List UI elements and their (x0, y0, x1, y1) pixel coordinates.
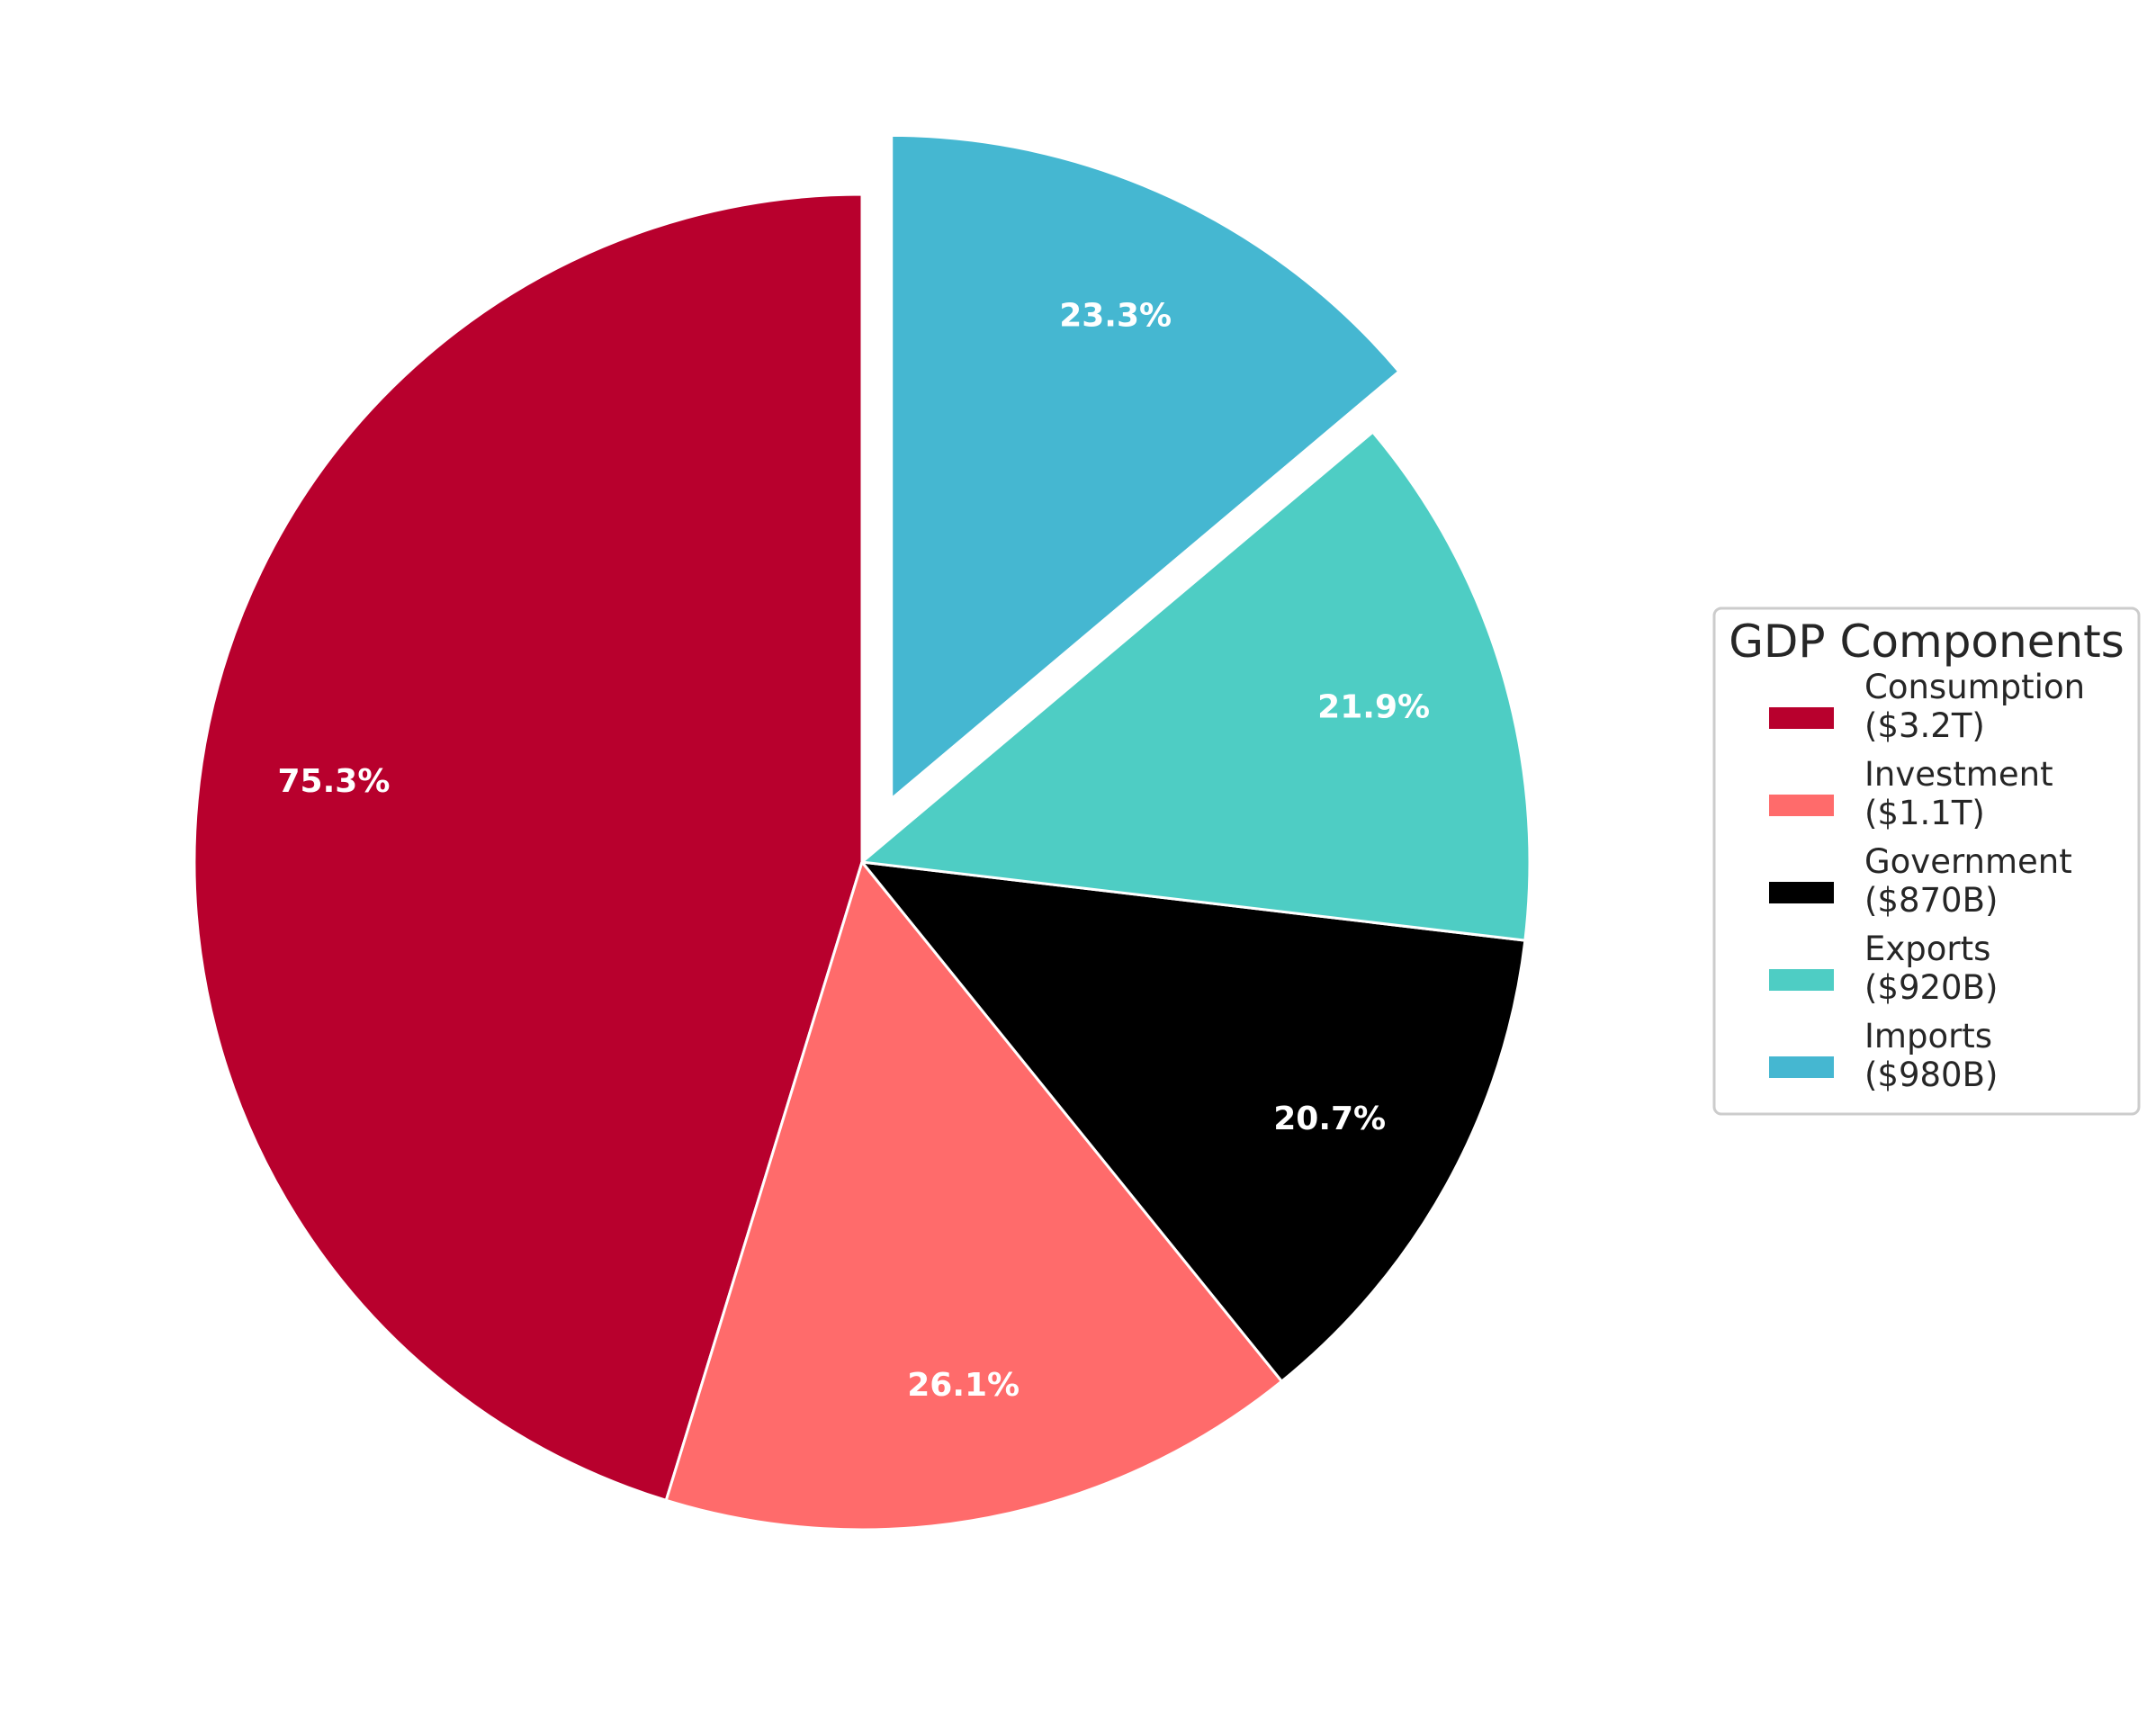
legend-value-consumption: ($3.2T) (1864, 706, 1985, 745)
pie-slice-investment (664, 860, 1283, 1532)
percent-label-exports: 21.9% (1317, 689, 1430, 726)
legend-label-government: Government (1864, 842, 2072, 881)
legend-swatch-government (1769, 882, 1834, 903)
percent-label-government: 20.7% (1273, 1101, 1386, 1137)
legend: GDP Components Consumption($3.2T) Investm… (1712, 606, 2141, 1116)
legend-value-investment: ($1.1T) (1864, 794, 1985, 832)
pie-slice-imports (887, 130, 1404, 804)
legend-label-investment: Investment (1864, 755, 2053, 794)
legend-value-exports: ($920B) (1864, 968, 1998, 1007)
legend-value-imports: ($980B) (1864, 1056, 1998, 1094)
legend-swatch-investment (1769, 795, 1834, 816)
legend-swatch-consumption (1769, 707, 1834, 729)
legend-title: GDP Components (1729, 615, 2125, 668)
legend-swatch-exports (1769, 969, 1834, 991)
legend-value-government: ($870B) (1864, 881, 1998, 920)
pie-slice-exports (860, 430, 1532, 942)
legend-swatch-imports (1769, 1056, 1834, 1078)
legend-label-consumption: Consumption (1864, 668, 2085, 706)
percent-labels: 75.3% 26.1% 20.7% 21.9% 23.3% (278, 298, 1431, 1404)
legend-label-imports: Imports (1864, 1017, 1992, 1056)
pie-slice-consumption (193, 193, 864, 1502)
legend-entries: Consumption($3.2T) Investment($1.1T) Gover… (1769, 668, 2085, 1094)
pie-slices (193, 130, 1532, 1532)
percent-label-imports: 23.3% (1059, 298, 1172, 335)
pie-slice-government (860, 860, 1527, 1383)
legend-label-exports: Exports (1864, 930, 1990, 968)
percent-label-investment: 26.1% (907, 1367, 1020, 1404)
percent-label-consumption: 75.3% (278, 763, 391, 800)
